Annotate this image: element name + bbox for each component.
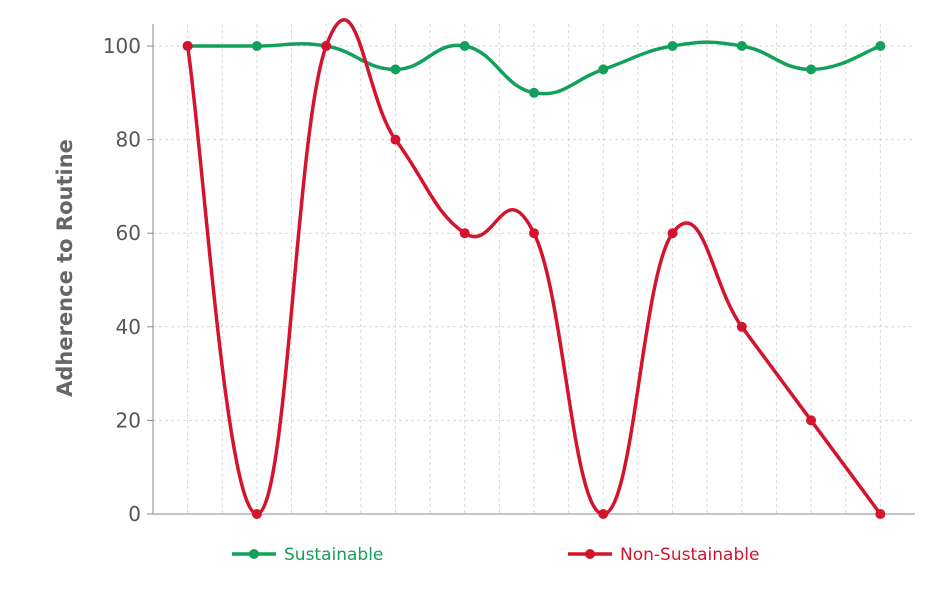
legend-label: Sustainable bbox=[284, 545, 383, 565]
y-axis-title: Adherence to Routine bbox=[53, 139, 77, 397]
data-point bbox=[321, 41, 332, 51]
data-point bbox=[251, 509, 262, 519]
y-tick-label: 80 bbox=[116, 128, 141, 152]
y-tick-label: 60 bbox=[116, 221, 141, 245]
series-1 bbox=[182, 18, 886, 519]
series-line bbox=[185, 18, 883, 516]
axes: 0 20 40 60 80 100 bbox=[103, 24, 915, 526]
data-point bbox=[806, 415, 817, 426]
data-point bbox=[251, 41, 262, 51]
data-point bbox=[736, 41, 747, 51]
data-point bbox=[875, 509, 886, 519]
data-point bbox=[736, 321, 747, 332]
legend: Sustainable Non-Sustainable bbox=[232, 545, 759, 565]
y-tick-label: 20 bbox=[116, 408, 141, 432]
legend-swatch-dot bbox=[585, 549, 595, 559]
data-point bbox=[529, 228, 539, 239]
data-point bbox=[182, 41, 193, 51]
y-tick-label: 40 bbox=[116, 315, 141, 339]
y-tick-label: 0 bbox=[128, 502, 141, 526]
legend-label: Non-Sustainable bbox=[620, 545, 759, 565]
data-point bbox=[390, 134, 401, 145]
data-point bbox=[390, 64, 401, 75]
series-lines bbox=[182, 18, 886, 519]
legend-swatch-dot bbox=[249, 549, 259, 559]
y-tick-label: 100 bbox=[103, 34, 141, 58]
data-point bbox=[875, 41, 886, 51]
data-point bbox=[667, 41, 678, 51]
data-point bbox=[598, 64, 609, 75]
data-point bbox=[529, 87, 539, 98]
legend-item: Sustainable bbox=[232, 545, 383, 565]
data-point bbox=[598, 509, 609, 519]
legend-item: Non-Sustainable bbox=[568, 545, 759, 565]
data-point bbox=[459, 41, 470, 51]
data-point bbox=[459, 228, 470, 239]
data-point bbox=[667, 228, 678, 239]
data-point bbox=[806, 64, 817, 75]
